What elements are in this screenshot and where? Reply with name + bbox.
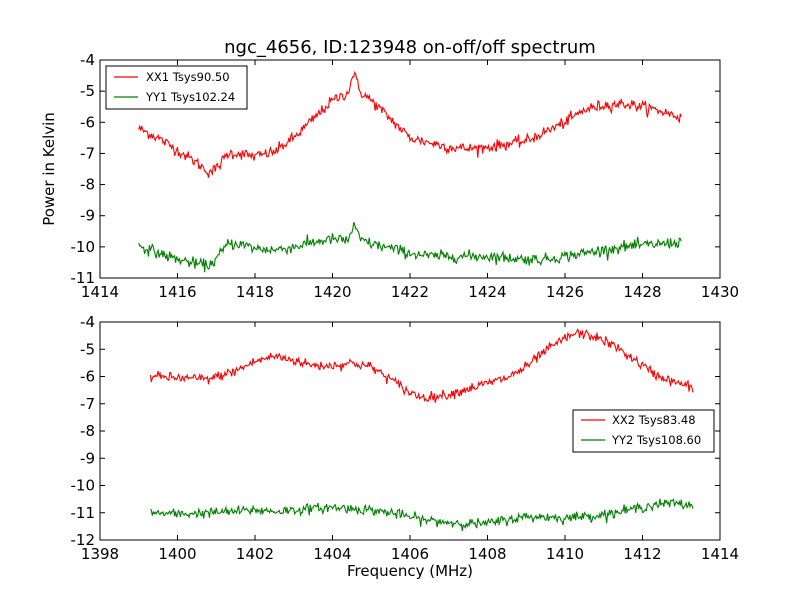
top-xtick-label: 1424 [468,283,506,301]
top-xtick-label: 1428 [623,283,661,301]
bottom-ytick-label: -11 [71,504,96,522]
bottom-xtick-label: 1406 [391,545,429,563]
bottom-ytick-label: -9 [80,449,95,467]
bottom-xtick-label: 1412 [623,545,661,563]
bottom-xtick-label: 1398 [81,545,119,563]
bottom-x-axis-label: Frequency (MHz) [347,562,473,580]
bottom-ytick-label: -7 [80,395,95,413]
top-xtick-label: 1430 [701,283,739,301]
top-xtick-label: 1420 [313,283,351,301]
bottom-legend-label-yy2: YY2 Tsys108.60 [611,433,701,447]
bottom-xtick-label: 1400 [158,545,196,563]
bottom-series-line-0 [149,328,694,403]
bottom-xtick-label: 1414 [701,545,739,563]
top-axis-ticks: 1414 1416 1418 1420 1422 1424 1426 1428 1430 -4 -5… [71,51,740,301]
top-ytick-label: -5 [80,82,95,100]
top-legend-label-xx1: XX1 Tsys90.50 [146,70,230,84]
top-legend-label-yy1: YY1 Tsys102.24 [145,90,235,104]
top-subplot-title: ngc_4656, ID:123948 on-off/off spectrum [224,37,596,58]
top-subplot: ngc_4656, ID:123948 on-off/off spectrum … [40,37,739,301]
top-ytick-label: -4 [80,51,95,69]
top-ytick-label: -10 [71,238,96,256]
top-plot-frame [99,59,721,279]
bottom-ytick-label: -12 [71,531,96,549]
bottom-xtick-label: 1402 [236,545,274,563]
top-legend-box [105,65,248,110]
bottom-subplot: Frequency (MHz) 1398 1400 1402 1404 1406 1408… [71,313,740,580]
bottom-xtick-label: 1408 [468,545,506,563]
top-xtick-label: 1416 [158,283,196,301]
bottom-legend-box [572,409,715,453]
top-series-line-0 [138,70,682,178]
top-ytick-label: -8 [80,176,95,194]
bottom-plot-lines [149,328,694,532]
bottom-xtick-label: 1404 [313,545,351,563]
top-xtick-label: 1426 [546,283,584,301]
bottom-plot-frame [99,321,721,541]
top-legend: XX1 Tsys90.50 YY1 Tsys102.24 [105,65,248,110]
bottom-legend-label-xx2: XX2 Tsys83.48 [612,413,696,427]
bottom-series-line-1 [150,498,694,532]
bottom-axis-ticks: 1398 1400 1402 1404 1406 1408 1410 1412 1414 -4 -5… [71,313,740,563]
bottom-ytick-label: -5 [80,340,95,358]
top-series-line-1 [138,221,682,273]
top-ytick-label: -9 [80,207,95,225]
top-ytick-label: -6 [80,113,95,131]
bottom-ytick-label: -4 [80,313,95,331]
top-plot-lines [138,70,682,273]
bottom-xtick-label: 1410 [546,545,584,563]
top-y-axis-label: Power in Kelvin [40,112,58,226]
bottom-ytick-label: -10 [71,477,96,495]
top-ytick-label: -11 [71,269,96,287]
top-xtick-label: 1422 [391,283,429,301]
top-xtick-label: 1414 [81,283,119,301]
bottom-legend: XX2 Tsys83.48 YY2 Tsys108.60 [572,409,715,453]
bottom-ytick-label: -8 [80,422,95,440]
bottom-ytick-label: -6 [80,368,95,386]
top-xtick-label: 1418 [236,283,274,301]
top-ytick-label: -7 [80,144,95,162]
